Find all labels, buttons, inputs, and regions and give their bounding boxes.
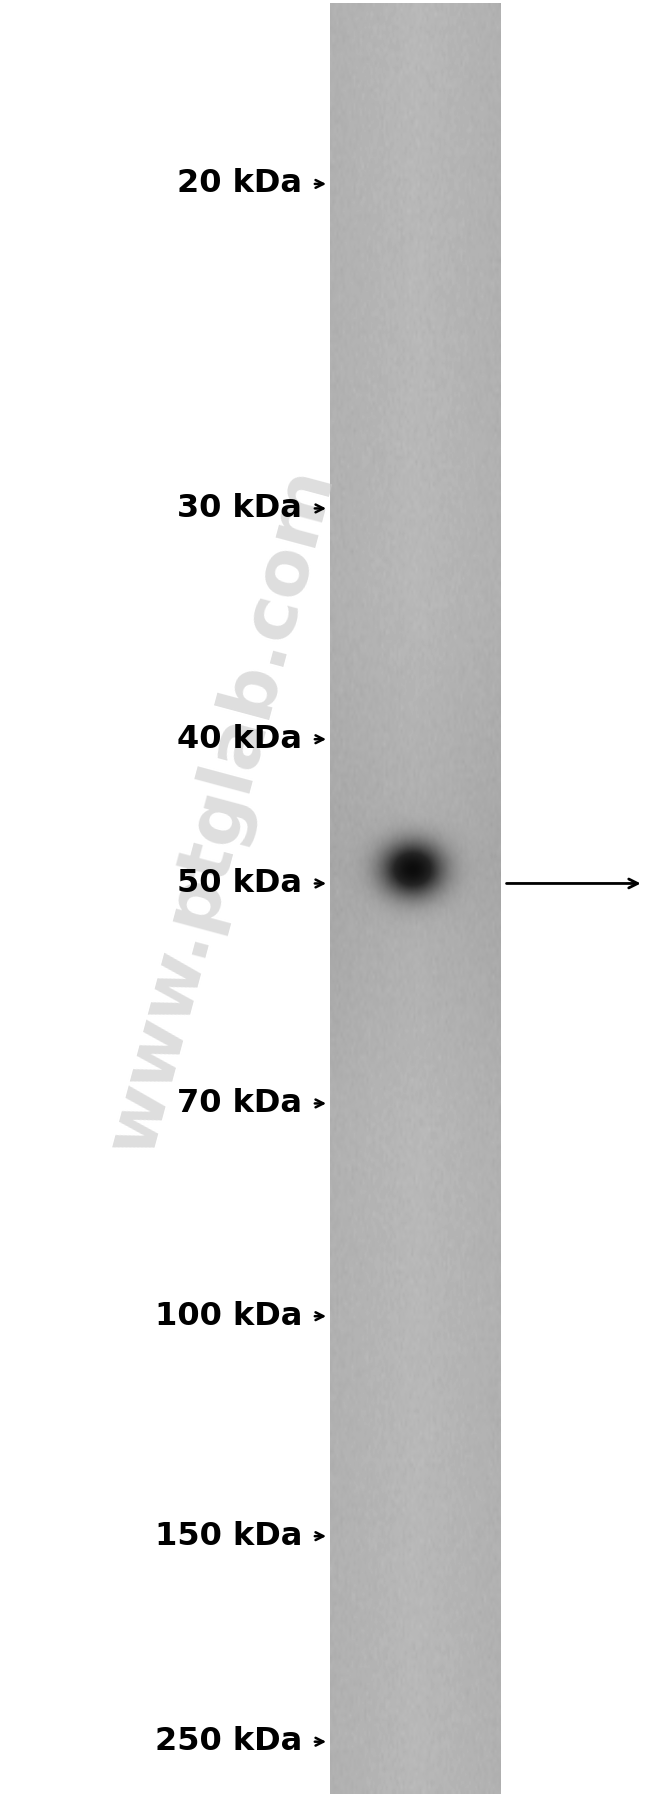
Text: 70 kDa: 70 kDa	[177, 1087, 302, 1120]
Text: 150 kDa: 150 kDa	[155, 1520, 302, 1552]
Text: 20 kDa: 20 kDa	[177, 168, 302, 200]
Text: 30 kDa: 30 kDa	[177, 492, 302, 525]
Text: 100 kDa: 100 kDa	[155, 1300, 302, 1332]
Text: 40 kDa: 40 kDa	[177, 723, 302, 755]
Text: www.ptglab.com: www.ptglab.com	[94, 460, 348, 1163]
Text: 250 kDa: 250 kDa	[155, 1725, 302, 1758]
Text: 50 kDa: 50 kDa	[177, 867, 302, 900]
